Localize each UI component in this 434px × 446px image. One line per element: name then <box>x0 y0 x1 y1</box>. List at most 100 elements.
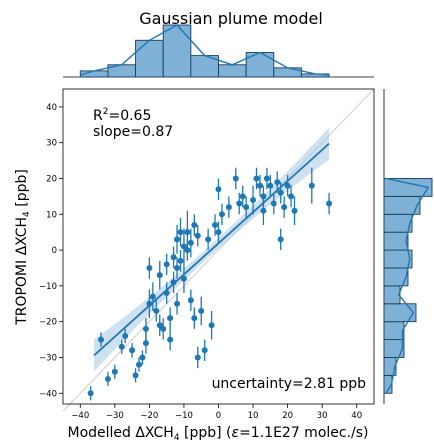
x-axis-ticks: −40 −30 −20 −10 0 10 20 30 40 <box>71 404 362 421</box>
uncertainty-annotation: uncertainty=2.81 ppb <box>212 376 367 392</box>
data-point-42 <box>205 236 212 243</box>
y-axis-label: TROPOMI ΔXCH4 [ppb] <box>14 169 32 326</box>
data-point-25 <box>174 236 181 243</box>
data-point-7 <box>132 372 139 379</box>
data-point-8 <box>136 361 143 368</box>
data-point-38 <box>194 232 201 239</box>
data-point-14 <box>149 293 156 300</box>
data-point-40 <box>198 307 205 314</box>
data-point-67 <box>291 207 298 214</box>
data-point-23 <box>170 254 177 261</box>
data-point-69 <box>326 200 333 207</box>
y-axis-label-rest: [ppb] <box>14 169 30 211</box>
data-point-10 <box>142 340 149 347</box>
top-histogram <box>63 24 374 78</box>
right-histogram-bar-6 <box>383 267 409 287</box>
x-tick-label: −20 <box>140 411 158 421</box>
right-histogram-bar-3 <box>383 321 405 341</box>
regression-line <box>93 142 330 357</box>
data-point-54 <box>253 175 260 182</box>
r-squared-annotation: R2=0.65 <box>93 107 151 124</box>
data-point-24 <box>170 279 177 286</box>
data-point-22 <box>167 336 174 343</box>
y-axis-ticks: −40 −30 −20 −10 0 10 20 30 40 <box>39 103 63 399</box>
slope-annotation: slope=0.87 <box>93 124 173 140</box>
data-point-20 <box>163 261 170 268</box>
data-point-57 <box>260 207 267 214</box>
data-point-60 <box>270 200 277 207</box>
top-histogram-bar-2 <box>135 39 164 78</box>
data-point-47 <box>218 211 225 218</box>
regression-line-segment <box>93 142 330 357</box>
x-tick-label: 40 <box>351 411 362 421</box>
data-point-16 <box>156 272 163 279</box>
top-histogram-bar-3 <box>162 24 192 78</box>
data-point-39 <box>194 354 201 361</box>
x-axis-label-eps: ε <box>232 425 240 441</box>
right-histogram-bar-4 <box>383 303 417 323</box>
y-axis-label-sub: 4 <box>22 211 32 217</box>
data-point-63 <box>277 236 284 243</box>
data-point-61 <box>274 179 281 186</box>
x-axis-label-rest: [ppb] ( <box>180 425 232 441</box>
scatter-plot-area: −40 −30 −20 −10 0 10 20 30 40 −40 −30 −20 −10 0 10 20 3… <box>39 88 375 421</box>
data-point-45 <box>215 186 222 193</box>
top-histogram-bar-7 <box>273 67 302 78</box>
data-point-59 <box>267 182 274 189</box>
data-point-65 <box>284 182 291 189</box>
right-histogram-kde <box>385 177 429 394</box>
right-histogram-bar-11 <box>383 178 433 197</box>
data-point-21 <box>167 315 174 322</box>
data-point-29 <box>177 257 184 264</box>
data-point-32 <box>184 229 191 236</box>
chart-title: Gaussian plume model <box>139 9 323 28</box>
right-histogram-bar-5 <box>383 285 401 305</box>
r-squared-sup: 2 <box>103 107 109 117</box>
y-tick-label: −10 <box>39 282 57 292</box>
x-tick-label: 20 <box>282 411 293 421</box>
data-point-26 <box>174 264 181 271</box>
right-histogram-bar-2 <box>383 339 405 358</box>
data-point-58 <box>263 175 270 182</box>
data-point-4 <box>118 343 125 350</box>
data-point-9 <box>139 354 146 361</box>
top-histogram-bar-6 <box>245 52 275 78</box>
data-point-6 <box>129 347 136 354</box>
y-tick-label: −40 <box>39 389 57 399</box>
right-histogram <box>383 89 433 404</box>
top-histogram-bar-5 <box>218 64 247 78</box>
x-axis-label: Modelled ΔXCH4 [ppb] (ε=1.1E27 molec./s) <box>67 425 368 443</box>
data-point-68 <box>308 182 315 189</box>
y-tick-label: −30 <box>39 353 57 363</box>
y-tick-label: 40 <box>46 103 57 113</box>
x-axis-label-eps-rest: =1.1E27 molec./s) <box>239 425 368 441</box>
data-points <box>87 167 333 401</box>
data-point-49 <box>232 175 239 182</box>
x-tick-label: −40 <box>71 411 89 421</box>
data-point-15 <box>153 307 160 314</box>
r-squared-label: R <box>93 108 103 124</box>
data-point-2 <box>104 375 111 382</box>
data-point-19 <box>163 290 170 297</box>
data-point-0 <box>87 390 94 397</box>
data-point-3 <box>111 368 118 375</box>
data-point-13 <box>146 264 153 271</box>
data-point-66 <box>288 193 295 200</box>
data-point-36 <box>191 222 198 229</box>
data-point-1 <box>98 336 105 343</box>
data-point-55 <box>256 182 263 189</box>
data-point-33 <box>184 247 191 254</box>
r-squared-value: =0.65 <box>108 108 151 124</box>
y-tick-label: 30 <box>46 139 57 149</box>
data-point-28 <box>177 229 184 236</box>
y-axis-label-main: TROPOMI ΔXCH <box>14 217 30 326</box>
top-histogram-kde <box>80 24 330 76</box>
data-point-53 <box>250 196 257 203</box>
x-tick-label: 10 <box>248 411 259 421</box>
data-point-27 <box>174 300 181 307</box>
data-point-43 <box>208 322 215 329</box>
y-tick-label: 10 <box>46 210 57 220</box>
data-point-64 <box>281 204 288 211</box>
data-point-37 <box>191 315 198 322</box>
